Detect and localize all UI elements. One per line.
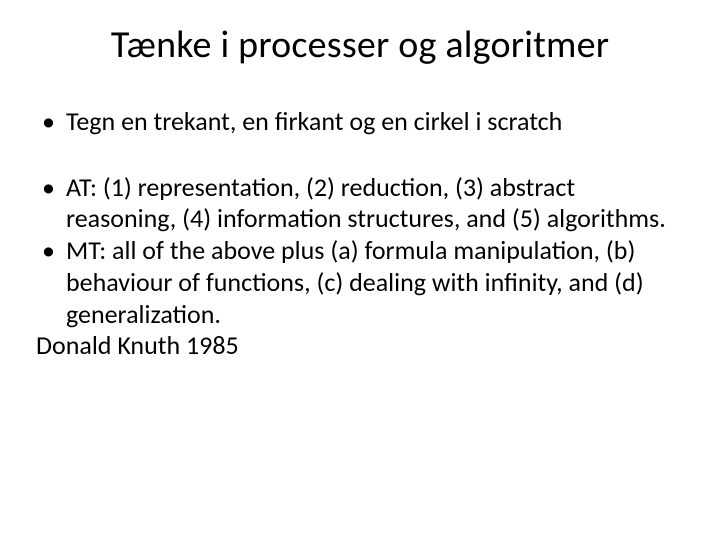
bullet-list: Tegn en trekant, en firkant og en cirkel…: [36, 106, 684, 138]
bullet-item: AT: (1) representation, (2) reduction, (…: [36, 172, 684, 235]
bullet-list: AT: (1) representation, (2) reduction, (…: [36, 172, 684, 331]
spacer: [36, 138, 684, 172]
attribution: Donald Knuth 1985: [36, 330, 684, 362]
slide-title: Tænke i processer og algoritmer: [36, 22, 684, 68]
bullet-item: Tegn en trekant, en firkant og en cirkel…: [36, 106, 684, 138]
bullet-item: MT: all of the above plus (a) formula ma…: [36, 235, 684, 330]
slide: Tænke i processer og algoritmer Tegn en …: [0, 0, 720, 540]
